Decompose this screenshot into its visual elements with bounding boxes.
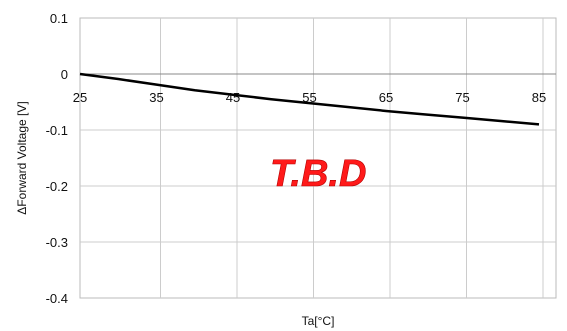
y-tick-label: 0.1 (50, 11, 68, 26)
x-tick-label: 85 (532, 90, 546, 105)
tick-labels: 0.1 0 -0.1 -0.2 -0.3 -0.4 25 35 45 55 65 75 85 (46, 11, 547, 306)
x-tick-label: 25 (73, 90, 87, 105)
x-axis-label: Ta[°C] (302, 314, 335, 328)
y-tick-label: -0.1 (46, 123, 68, 138)
series-line (79, 72, 540, 126)
y-tick-label: 0 (61, 67, 68, 82)
y-tick-label: -0.2 (46, 179, 68, 194)
grid-lines (80, 18, 556, 298)
y-axis-label: ΔForward Voltage [V] (15, 101, 29, 214)
y-tick-label: -0.4 (46, 291, 68, 306)
tbd-annotation: T.B.D (270, 153, 366, 195)
x-tick-label: 45 (226, 90, 240, 105)
plot-area (79, 17, 557, 299)
y-tick-label: -0.3 (46, 235, 68, 250)
x-tick-label: 35 (149, 90, 163, 105)
x-tick-label: 65 (379, 90, 393, 105)
x-tick-label: 75 (455, 90, 469, 105)
x-tick-label: 55 (302, 90, 316, 105)
series-group (79, 72, 540, 126)
